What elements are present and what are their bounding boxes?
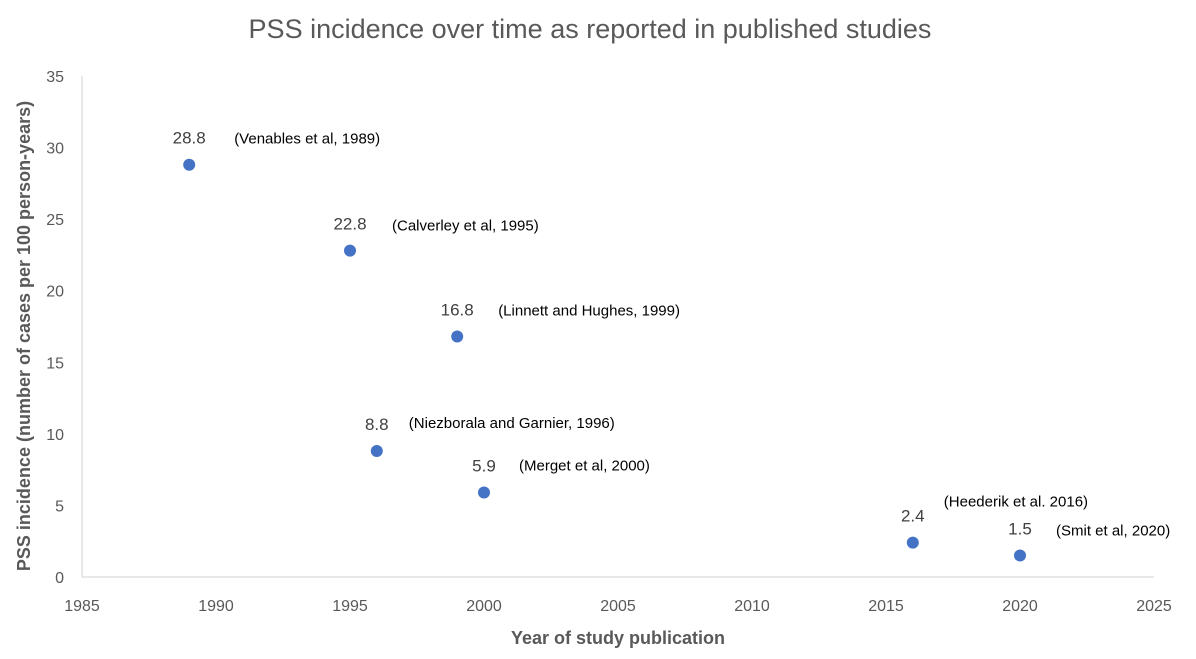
x-tick-label: 2015 <box>868 598 904 615</box>
study-label: (Smit et al, 2020) <box>1056 523 1170 540</box>
x-tick-label: 1990 <box>198 598 234 615</box>
data-value-label: 22.8 <box>333 215 366 234</box>
data-point <box>478 486 490 499</box>
x-tick-label: 2020 <box>1002 598 1038 615</box>
y-tick-label: 30 <box>46 141 64 158</box>
y-axis-title: PSS incidence (number of cases per 100 p… <box>14 101 34 571</box>
x-tick-label: 1995 <box>332 598 368 615</box>
study-label: (Venables et al, 1989) <box>234 131 380 148</box>
data-value-label: 5.9 <box>472 457 496 476</box>
y-tick-label: 10 <box>46 427 64 444</box>
x-axis-title: Year of study publication <box>511 628 725 648</box>
data-value-label: 16.8 <box>441 301 474 320</box>
data-point <box>1014 549 1026 562</box>
y-tick-label: 25 <box>46 212 64 229</box>
study-label: (Merget et al, 2000) <box>519 458 650 475</box>
x-tick-label: 1985 <box>64 598 100 615</box>
data-value-label: 1.5 <box>1008 520 1032 539</box>
value-labels: 28.8 22.8 16.8 8.8 5.9 2.4 1.5 <box>173 129 1032 539</box>
y-tick-label: 35 <box>46 69 64 86</box>
x-tick-label: 2025 <box>1136 598 1172 615</box>
data-point <box>183 158 196 171</box>
y-tick-label: 15 <box>46 355 64 372</box>
data-point <box>451 330 464 343</box>
x-tick-label: 2000 <box>466 598 502 615</box>
study-label: (Calverley et al, 1995) <box>392 218 539 235</box>
data-value-label: 28.8 <box>173 129 206 148</box>
y-tick-label: 5 <box>55 498 64 515</box>
study-label: (Linnett and Hughes, 1999) <box>498 303 680 320</box>
study-labels: (Venables et al, 1989) (Calverley et al, … <box>234 131 1170 540</box>
x-tick-labels: 1985 1990 1995 2000 2005 2010 2015 2020 2025 <box>64 598 1172 615</box>
data-value-label: 8.8 <box>365 415 389 434</box>
study-label: (Niezborala and Garnier, 1996) <box>409 415 615 432</box>
chart-title: PSS incidence over time as reported in p… <box>249 14 932 44</box>
y-tick-labels: 0 5 10 15 20 25 30 35 <box>46 69 64 587</box>
x-tick-label: 2010 <box>734 598 770 615</box>
data-point <box>370 445 383 458</box>
data-point <box>344 244 356 257</box>
study-label: (Heederik et al. 2016) <box>944 494 1088 511</box>
y-tick-label: 20 <box>46 284 64 301</box>
data-point <box>906 536 919 549</box>
y-tick-label: 0 <box>55 570 64 587</box>
x-tick-label: 2005 <box>600 598 636 615</box>
data-value-label: 2.4 <box>901 507 925 526</box>
data-points <box>183 158 1026 562</box>
